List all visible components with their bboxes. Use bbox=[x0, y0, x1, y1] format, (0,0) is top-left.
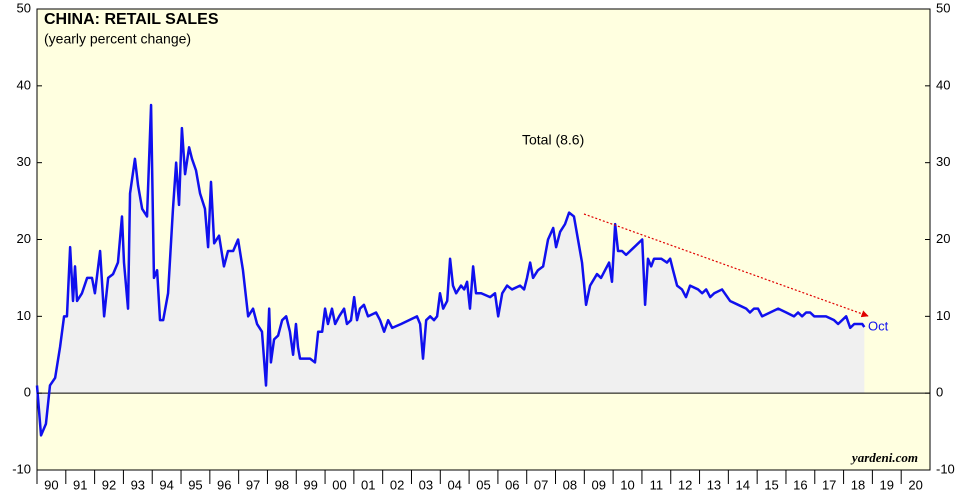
x-tick-label: 15 bbox=[764, 477, 778, 492]
x-tick-label: 05 bbox=[476, 477, 490, 492]
y-tick-label: 50 bbox=[17, 0, 31, 15]
x-tick-label: 98 bbox=[275, 477, 289, 492]
x-tick-label: 16 bbox=[793, 477, 807, 492]
y2-tick-label: -10 bbox=[936, 461, 955, 476]
x-tick-label: 14 bbox=[736, 477, 750, 492]
y-tick-label: 40 bbox=[17, 77, 31, 92]
y2-tick-label: 0 bbox=[936, 385, 943, 400]
y2-tick-label: 10 bbox=[936, 308, 950, 323]
chart-title: CHINA: RETAIL SALES bbox=[44, 11, 219, 28]
line bbox=[35, 103, 866, 437]
y-tick-label: 30 bbox=[17, 154, 31, 169]
x-tick-label: 94 bbox=[159, 477, 173, 492]
x-tick-label: 96 bbox=[217, 477, 231, 492]
x-tick-label: 06 bbox=[505, 477, 519, 492]
y2-tick-label: 50 bbox=[936, 0, 950, 15]
x-tick-label: 93 bbox=[131, 477, 145, 492]
x-tick-label: 12 bbox=[678, 477, 692, 492]
x-tick-label: 08 bbox=[563, 477, 577, 492]
series-label: Total (8.6) bbox=[522, 132, 584, 148]
x-tick-label: 90 bbox=[44, 477, 58, 492]
x-tick-label: 04 bbox=[447, 477, 461, 492]
x-tick-label: 03 bbox=[419, 477, 433, 492]
x-tick-label: 11 bbox=[650, 477, 664, 492]
x-tick-label: 91 bbox=[73, 477, 87, 492]
y2-tick-label: 40 bbox=[936, 77, 950, 92]
y-tick-label: 10 bbox=[17, 308, 31, 323]
x-tick-label: 95 bbox=[188, 477, 202, 492]
subtitle: (yearly percent change) bbox=[44, 31, 191, 47]
x-tick-label: 10 bbox=[620, 477, 634, 492]
y2-tick-label: 20 bbox=[936, 231, 950, 246]
x-tick-label: 02 bbox=[390, 477, 404, 492]
annotation: Oct bbox=[868, 318, 889, 333]
x-tick-label: 18 bbox=[851, 477, 865, 492]
x-tick-label: 17 bbox=[822, 477, 836, 492]
x-tick-label: 20 bbox=[908, 477, 922, 492]
x-tick-label: 19 bbox=[880, 477, 894, 492]
y-tick-label: 0 bbox=[24, 385, 31, 400]
y-tick-label: -10 bbox=[12, 461, 31, 476]
source: yardeni.com bbox=[850, 450, 918, 465]
y2-tick-label: 30 bbox=[936, 154, 950, 169]
x-tick-label: 99 bbox=[303, 477, 317, 492]
x-tick-label: 01 bbox=[361, 477, 375, 492]
x-tick-label: 92 bbox=[102, 477, 116, 492]
x-tick-label: 97 bbox=[246, 477, 260, 492]
y-tick-label: 20 bbox=[17, 231, 31, 246]
x-tick-label: 07 bbox=[534, 477, 548, 492]
x-tick-label: 00 bbox=[332, 477, 346, 492]
x-tick-label: 09 bbox=[591, 477, 605, 492]
x-tick-label: 13 bbox=[707, 477, 721, 492]
